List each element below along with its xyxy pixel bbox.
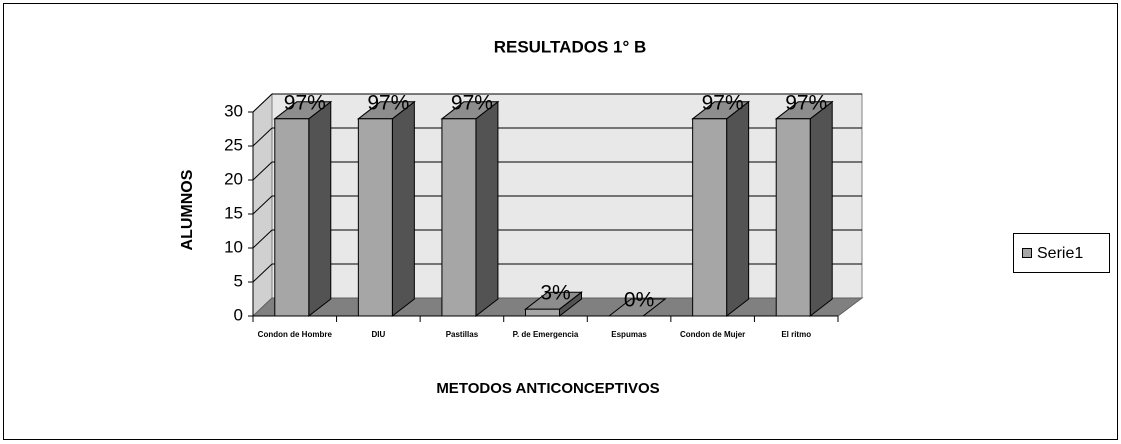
grid-line-side [252,161,273,181]
x-tick-label: El ritmo [781,330,812,339]
y-tick-label: 10 [224,237,243,256]
legend-label: Serie1 [1037,245,1083,262]
bar-side [726,100,750,318]
grid-line-side [252,127,273,147]
x-tick-label: Condon de Hombre [257,330,332,339]
y-axis-label: ALUMNOS [179,169,196,250]
bar-top [607,298,667,317]
data-label: 3% [540,282,570,305]
bar-side [809,100,833,318]
x-tick-label-box: Condon de Hombre [257,330,332,339]
y-tick-label: 30 [224,101,243,120]
x-tick-label-box: P. de Emergencia [512,330,579,339]
grid-line-side [252,93,273,113]
y-tick-label: 0 [234,305,243,324]
x-tick-label-box: Pastillas [445,330,479,339]
grid-line-side [252,229,273,249]
bar [274,118,310,317]
x-tick-label: Pastillas [445,330,479,339]
x-axis-label: METODOS ANTICONCEPTIVOS [436,380,659,397]
y-tick-label: 5 [234,271,243,290]
x-tick-label-box: El ritmo [781,330,812,339]
bar-side [391,100,415,318]
data-label: 97% [702,91,744,114]
x-tick-label-box: Espumas [611,330,647,339]
x-tick-label-box: DIU [371,330,386,339]
data-label: 97% [785,91,827,114]
grid-line-side [252,263,273,283]
y-tick-label: 25 [224,135,243,154]
data-label: 0% [624,289,654,312]
bar-side [308,100,332,318]
x-tick-label: Condon de Mujer [679,330,746,339]
data-label: 97% [451,91,493,114]
legend-swatch [1022,248,1032,258]
x-tick-label: P. de Emergencia [512,330,579,339]
bar [525,308,560,317]
bar-side [475,100,499,318]
y-tick-label: 20 [224,169,243,188]
data-label: 97% [367,91,409,114]
bar [357,118,393,317]
x-tick-label: Espumas [611,330,647,339]
x-tick-label-box: Condon de Mujer [679,330,746,339]
data-label: 97% [284,91,326,114]
chart-title: RESULTADOS 1° B [494,37,647,56]
x-tick-label: DIU [371,330,386,339]
y-tick-label: 15 [224,203,243,222]
grid-line-side [252,195,273,215]
bar [775,118,811,317]
bar [441,118,477,317]
bar [692,118,728,317]
